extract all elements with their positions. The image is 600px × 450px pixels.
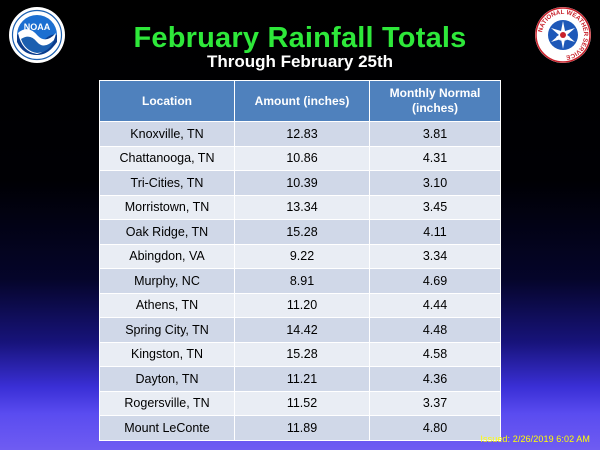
table-row: Spring City, TN 14.42 4.48	[99, 317, 501, 343]
cell-location: Dayton, TN	[99, 366, 235, 392]
cell-normal: 4.69	[369, 268, 501, 294]
cell-location: Abingdon, VA	[99, 244, 235, 269]
page-title: February Rainfall Totals	[133, 22, 467, 54]
cell-normal: 3.10	[369, 170, 501, 196]
cell-amount: 11.52	[234, 391, 370, 416]
table-row: Athens, TN 11.20 4.44	[99, 293, 501, 318]
cell-amount: 12.83	[234, 121, 370, 147]
issued-timestamp: Issued: 2/26/2019 6:02 AM	[480, 434, 590, 444]
noaa-logo-text: NOAA	[24, 22, 51, 32]
column-header-location: Location	[99, 80, 235, 122]
table-row: Rogersville, TN 11.52 3.37	[99, 391, 501, 416]
cell-normal: 3.37	[369, 391, 501, 416]
cell-location: Rogersville, TN	[99, 391, 235, 416]
table-row: Dayton, TN 11.21 4.36	[99, 366, 501, 392]
cell-amount: 10.39	[234, 170, 370, 196]
table-row: Knoxville, TN 12.83 3.81	[99, 121, 501, 147]
cell-location: Tri-Cities, TN	[99, 170, 235, 196]
rainfall-table: Location Amount (inches) Monthly Normal …	[99, 80, 501, 441]
cell-amount: 15.28	[234, 342, 370, 367]
cell-normal: 4.44	[369, 293, 501, 318]
cell-normal: 4.58	[369, 342, 501, 367]
table-row: Chattanooga, TN 10.86 4.31	[99, 146, 501, 171]
cell-amount: 14.42	[234, 317, 370, 343]
cell-normal: 4.48	[369, 317, 501, 343]
table-row: Abingdon, VA 9.22 3.34	[99, 244, 501, 269]
cell-location: Chattanooga, TN	[99, 146, 235, 171]
cell-amount: 11.21	[234, 366, 370, 392]
cell-amount: 9.22	[234, 244, 370, 269]
cell-amount: 15.28	[234, 219, 370, 245]
nws-logo-icon: NATIONAL WEATHER SERVICE	[534, 6, 592, 64]
cell-normal: 3.34	[369, 244, 501, 269]
cell-normal: 4.80	[369, 415, 501, 441]
cell-normal: 3.45	[369, 195, 501, 220]
table-header-row: Location Amount (inches) Monthly Normal …	[99, 80, 501, 122]
table-row: Morristown, TN 13.34 3.45	[99, 195, 501, 220]
table-row: Kingston, TN 15.28 4.58	[99, 342, 501, 367]
column-header-amount: Amount (inches)	[234, 80, 370, 122]
table-row: Tri-Cities, TN 10.39 3.10	[99, 170, 501, 196]
cell-location: Oak Ridge, TN	[99, 219, 235, 245]
page-subtitle: Through February 25th	[206, 52, 394, 71]
cell-location: Knoxville, TN	[99, 121, 235, 147]
table-row: Oak Ridge, TN 15.28 4.11	[99, 219, 501, 245]
cell-location: Kingston, TN	[99, 342, 235, 367]
cell-amount: 8.91	[234, 268, 370, 294]
cell-normal: 4.11	[369, 219, 501, 245]
cell-normal: 3.81	[369, 121, 501, 147]
cell-location: Athens, TN	[99, 293, 235, 318]
noaa-logo-icon: NOAA	[8, 6, 66, 64]
cell-location: Mount LeConte	[99, 415, 235, 441]
cell-amount: 13.34	[234, 195, 370, 220]
column-header-monthly-normal: Monthly Normal (inches)	[369, 80, 501, 122]
cell-location: Morristown, TN	[99, 195, 235, 220]
cell-amount: 11.89	[234, 415, 370, 441]
cell-location: Murphy, NC	[99, 268, 235, 294]
table-row: Mount LeConte 11.89 4.80	[99, 415, 501, 441]
cell-amount: 10.86	[234, 146, 370, 171]
cell-location: Spring City, TN	[99, 317, 235, 343]
cell-normal: 4.36	[369, 366, 501, 392]
table-row: Murphy, NC 8.91 4.69	[99, 268, 501, 294]
cell-normal: 4.31	[369, 146, 501, 171]
cell-amount: 11.20	[234, 293, 370, 318]
